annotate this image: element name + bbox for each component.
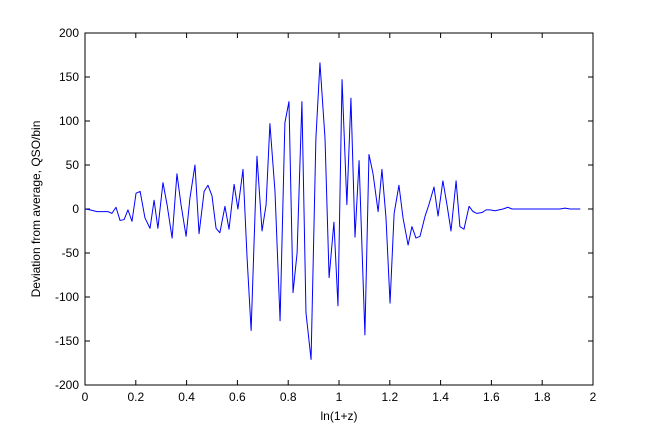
x-tick-label: 0.2 — [127, 390, 144, 404]
y-tick-label: 150 — [59, 70, 79, 84]
x-tick-label: 1 — [336, 390, 343, 404]
y-tick-label: -100 — [55, 290, 79, 304]
y-tick-label: 200 — [59, 26, 79, 40]
y-tick-label: 100 — [59, 114, 79, 128]
x-tick-label: 1.8 — [534, 390, 551, 404]
x-tick-label: 0.8 — [280, 390, 297, 404]
y-tick-label: -150 — [55, 334, 79, 348]
x-tick-label: 1.4 — [432, 390, 449, 404]
x-tick-label: 0.4 — [178, 390, 195, 404]
x-tick-label: 0.6 — [229, 390, 246, 404]
x-tick-label: 1.2 — [381, 390, 398, 404]
y-axis-label: Deviation from average, QSO/bin — [29, 121, 43, 298]
x-axis-label: ln(1+z) — [320, 409, 357, 423]
y-tick-label: -50 — [62, 246, 80, 260]
y-tick-label: 50 — [66, 158, 80, 172]
y-tick-label: 0 — [72, 202, 79, 216]
y-tick-label: -200 — [55, 378, 79, 392]
data-line — [84, 62, 581, 360]
x-tick-label: 1.6 — [483, 390, 500, 404]
x-tick-label: 0 — [82, 390, 89, 404]
x-tick-label: 2 — [590, 390, 597, 404]
